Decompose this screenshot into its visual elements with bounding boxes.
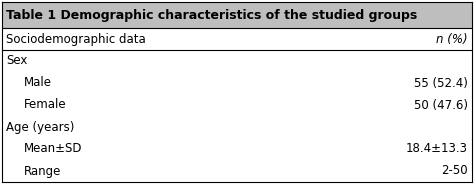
Text: Mean±SD: Mean±SD	[24, 142, 82, 156]
Text: 2-50: 2-50	[441, 164, 468, 177]
Bar	[2, 2, 472, 28]
Text: 18.4±13.3: 18.4±13.3	[406, 142, 468, 156]
Text: 50 (47.6): 50 (47.6)	[414, 98, 468, 112]
Text: Male: Male	[24, 77, 52, 90]
Text: Age (years): Age (years)	[6, 120, 74, 134]
Text: Sociodemographic data: Sociodemographic data	[6, 33, 146, 46]
Text: 55 (52.4): 55 (52.4)	[414, 77, 468, 90]
Text: n (%): n (%)	[437, 33, 468, 46]
Text: Range: Range	[24, 164, 61, 177]
Text: Table 1 Demographic characteristics of the studied groups: Table 1 Demographic characteristics of t…	[6, 9, 417, 21]
Text: Sex: Sex	[6, 55, 27, 68]
Text: Female: Female	[24, 98, 67, 112]
